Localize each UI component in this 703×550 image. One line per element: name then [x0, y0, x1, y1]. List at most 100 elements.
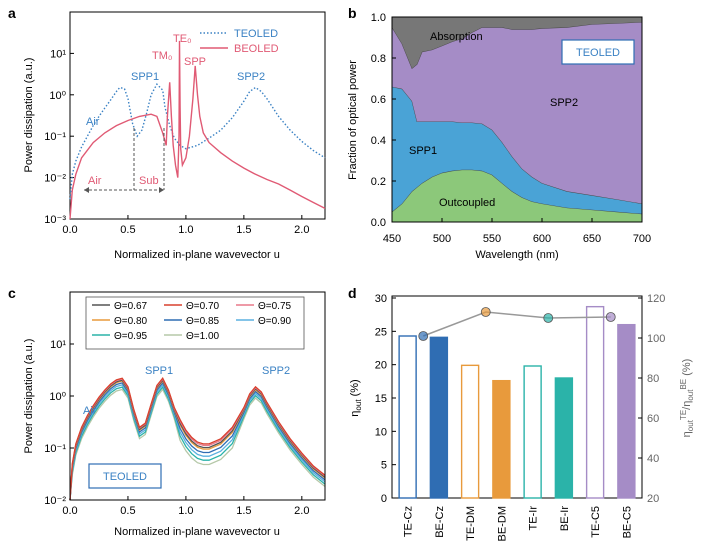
b-ytick-label: 0.8 [371, 53, 386, 65]
b-ytick-label: 0.2 [371, 176, 386, 188]
area-label-outcoupled: Outcoupled [439, 197, 495, 209]
series-line-teoled [69, 83, 326, 200]
d-ytick-label: 10 [375, 426, 387, 438]
bar-category-label: BE-C5 [621, 506, 633, 538]
bar-category-label: TE-Cz [403, 506, 415, 537]
panel-label-b: b [348, 5, 357, 21]
bar-te-ir [523, 365, 542, 499]
a-xtick-label: 1.5 [236, 224, 251, 236]
teoled-box-label: TEOLED [576, 47, 620, 59]
panel-c-teoled-box [88, 463, 162, 489]
legend-label: Θ=0.80 [114, 316, 148, 327]
b-xtick-label: 500 [433, 233, 451, 245]
panel-c-teoled-label: TEOLED [103, 471, 147, 483]
a-ytick-label: 10⁻² [44, 173, 66, 185]
bar-category-label: BE-Cz [434, 506, 446, 538]
arrow-right-head [159, 187, 164, 193]
legend-label: Θ=1.00 [186, 331, 220, 342]
annotation-tm0: TM₀ [152, 50, 172, 62]
a-ytick-label: 10⁰ [49, 90, 66, 102]
legend-label: Θ=0.75 [258, 301, 292, 312]
arrow-left-head [84, 187, 89, 193]
bar-be-ir [554, 377, 574, 499]
b-ytick-label: 0.0 [371, 217, 386, 229]
b-ytick-label: 1.0 [371, 12, 386, 24]
annotation-spp2: SPP2 [237, 71, 265, 83]
panel-c-legend-box [85, 296, 305, 350]
annotation-air-pink: Air [88, 175, 102, 187]
d-ytick-label: 30 [375, 293, 387, 305]
d-y2tick-label: 80 [647, 373, 659, 385]
panel-d-chart: TE-Cz BE-Cz TE-DM BE-DM TE-Ir BE-Ir TE-C5 BE-C5… [349, 293, 695, 541]
teoled-box [561, 39, 635, 65]
b-xtick-label: 550 [483, 233, 501, 245]
panel-a-frame [69, 11, 326, 220]
bar-be-c5 [617, 323, 636, 499]
bar-category-label: BE-Ir [559, 506, 571, 531]
ratio-point [418, 331, 429, 341]
d-y2tick-label: 40 [647, 453, 659, 465]
bar-be-cz [429, 336, 449, 499]
series-line-beoled [69, 40, 326, 220]
legend-beoled-label: BEOLED [234, 43, 279, 55]
c-ytick-label: 10⁰ [49, 391, 66, 403]
panel-c-legend: Θ=0.67 Θ=0.70 Θ=0.75 Θ=0.80 Θ=0.85 Θ=0.90 Θ=0.… [92, 301, 292, 342]
bar-te-dm [460, 364, 480, 499]
b-xtick-label: 700 [633, 233, 651, 245]
annotation-spp: SPP [184, 56, 206, 68]
panel-label-a: a [8, 5, 16, 21]
d-y2tick-label: 100 [647, 333, 665, 345]
d-y2tick-label: 120 [647, 293, 665, 305]
c-ytick-label: 10¹ [50, 339, 66, 351]
bar-category-label: BE-DM [496, 506, 508, 541]
bar-te-c5 [585, 305, 605, 499]
a-xtick-label: 2.0 [294, 224, 309, 236]
panel-d-frame [391, 295, 643, 499]
panel-b-chart: 450 500 550 600 650 700 0.0 0.2 0.4 0.6 0.8 1.0 Wav… [347, 12, 651, 261]
bar-te-cz [398, 335, 417, 499]
panel-a-legend: TEOLED BEOLED [200, 28, 279, 55]
c-xtick-label: 1.5 [236, 505, 251, 517]
annotation-spp1: SPP1 [131, 71, 159, 83]
panel-b-frame [391, 16, 643, 223]
panel-b-ylabel: Fraction of optical power [347, 60, 359, 180]
annotation-te0: TE₀ [173, 33, 192, 45]
ratio-point [480, 307, 491, 317]
a-ytick-label: 10⁻³ [44, 214, 66, 226]
a-xtick-label: 0.5 [120, 224, 135, 236]
legend-label: Θ=0.90 [258, 316, 292, 327]
d-ytick-label: 5 [381, 460, 387, 472]
panel-d-ylabel: ηout (%) [349, 379, 363, 416]
c-ytick-label: 10⁻² [44, 495, 66, 507]
panel-label-c: c [8, 285, 16, 301]
d-y2tick-label: 60 [647, 413, 659, 425]
c-xtick-label: 0.0 [62, 505, 77, 517]
a-xtick-label: 0.0 [62, 224, 77, 236]
bar-category-label: TE-DM [465, 506, 477, 541]
area-label-spp1: SPP1 [409, 145, 437, 157]
panel-c-xlabel: Normalized in-plane wavevector u [114, 526, 280, 538]
panel-c-ylabel: Power dissipation (a.u.) [23, 339, 35, 454]
a-xtick-label: 1.0 [178, 224, 193, 236]
bar-be-dm [492, 379, 511, 499]
ratio-point [543, 313, 554, 323]
legend-label: Θ=0.67 [114, 301, 148, 312]
area-label-spp2: SPP2 [550, 97, 578, 109]
panel-label-d: d [348, 285, 357, 301]
panel-a-chart: 0.0 0.5 1.0 1.5 2.0 10⁻³ 10⁻² 10⁻¹ 10⁰ 10¹ Normal… [23, 11, 326, 261]
b-ytick-label: 0.4 [371, 135, 386, 147]
panel-d-y2label: ηoutTE/ηoutBE (%) [679, 359, 695, 438]
c-xtick-label: 0.5 [120, 505, 135, 517]
b-xtick-label: 650 [583, 233, 601, 245]
legend-label: Θ=0.85 [186, 316, 220, 327]
d-y2tick-label: 20 [647, 493, 659, 505]
panel-a-xlabel: Normalized in-plane wavevector u [114, 249, 280, 261]
a-ytick-label: 10¹ [50, 48, 66, 60]
ratio-line [423, 311, 611, 337]
bar-category-label: TE-C5 [590, 506, 602, 538]
area-spp1 [392, 86, 642, 214]
panel-c-chart: 0.0 0.5 1.0 1.5 2.0 10⁻² 10⁻¹ 10⁰ 10¹ Normalized… [23, 291, 326, 538]
annotation-c-spp2: SPP2 [262, 365, 290, 377]
b-xtick-label: 600 [533, 233, 551, 245]
